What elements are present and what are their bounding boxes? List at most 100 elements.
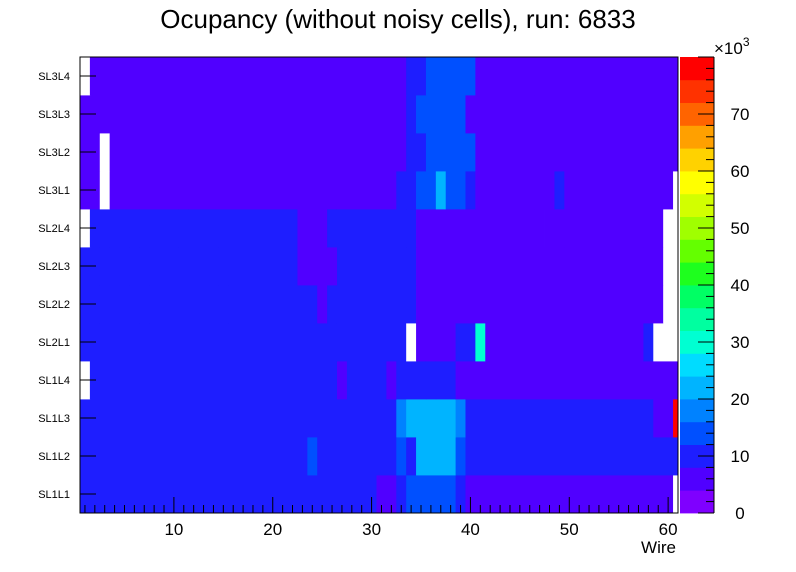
heatmap-cell — [109, 57, 407, 96]
heatmap-cell — [109, 209, 140, 248]
heatmap-cell — [327, 209, 338, 248]
heatmap-cell — [228, 285, 318, 324]
heatmap-cell — [653, 399, 674, 438]
colorbar-swatch — [680, 148, 714, 172]
heatmap-cell — [455, 323, 476, 362]
heatmap-cell — [89, 57, 111, 96]
heatmap-cell — [465, 437, 679, 476]
heatmap-cell — [465, 171, 476, 210]
heatmap-cell — [663, 171, 674, 210]
y-tick-label: SL2L3 — [38, 261, 70, 273]
heatmap-cell — [336, 323, 407, 362]
colorbar-swatch — [680, 57, 714, 81]
heatmap-cell — [99, 95, 407, 134]
heatmap-cell — [406, 247, 417, 286]
heatmap-cell — [554, 171, 565, 210]
heatmap-cell — [139, 323, 150, 362]
heatmap-cell — [445, 171, 466, 210]
y-tick-label: SL1L2 — [38, 451, 70, 463]
heatmap-cell — [188, 209, 298, 248]
colorbar-swatch — [680, 467, 714, 491]
heatmap-cell — [416, 209, 526, 248]
heatmap-cell — [336, 247, 407, 286]
heatmap-cell — [317, 285, 328, 324]
y-tick-label: SL1L1 — [38, 489, 70, 501]
colorbar-swatch — [680, 330, 714, 354]
heatmap-cell — [307, 437, 318, 476]
x-tick-label: 50 — [560, 520, 579, 539]
colorbar-swatch — [680, 193, 714, 217]
heatmap-cell — [416, 133, 427, 172]
heatmap-cell — [455, 475, 466, 514]
colorbar-tick-label: 40 — [731, 276, 750, 295]
heatmap-cell — [406, 95, 417, 134]
y-tick-label: SL3L3 — [38, 109, 70, 121]
colorbar-swatch — [680, 216, 714, 240]
heatmap-cell — [623, 361, 634, 400]
heatmap-cell — [99, 171, 111, 210]
heatmap-cell — [406, 437, 417, 476]
x-tick-label: 40 — [461, 520, 480, 539]
heatmap-cell — [129, 247, 140, 286]
heatmap-cell — [544, 209, 565, 248]
colorbar-tick-label: 0 — [735, 504, 744, 523]
colorbar-swatch — [680, 399, 714, 423]
heatmap-cell — [99, 247, 130, 286]
heatmap-cell — [524, 209, 536, 248]
heatmap-cell — [80, 475, 377, 514]
heatmap-cell — [416, 95, 466, 134]
y-tick-label: SL3L4 — [38, 71, 70, 83]
heatmap-cell — [633, 361, 679, 400]
heatmap-cell — [416, 437, 457, 476]
heatmap-cell — [663, 133, 679, 172]
heatmap-cell — [396, 171, 407, 210]
heatmap-cell — [534, 209, 545, 248]
colorbar-swatch — [680, 376, 714, 400]
heatmap-cell — [386, 361, 397, 400]
y-tick-label: SL2L2 — [38, 299, 70, 311]
x-tick-label: 60 — [659, 520, 678, 539]
heatmap-cell — [80, 437, 308, 476]
heatmap-cell — [149, 285, 229, 324]
colorbar-swatch — [680, 285, 714, 309]
heatmap-cell — [643, 209, 664, 248]
heatmap-cell — [475, 133, 664, 172]
y-tick-label: SL2L1 — [38, 337, 70, 349]
heatmap-cell — [663, 247, 679, 286]
y-tick-label: SL3L1 — [38, 185, 70, 197]
colorbar-tick-label: 70 — [731, 105, 750, 124]
heatmap-cell — [317, 437, 397, 476]
heatmap-cell — [425, 57, 476, 96]
colorbar-tick-label: 50 — [731, 219, 750, 238]
heatmap-cell — [406, 171, 417, 210]
colorbar-swatch — [680, 421, 714, 445]
heatmap-cell — [327, 285, 338, 324]
colorbar-tick-label: 20 — [731, 390, 750, 409]
heatmap-cell — [178, 209, 190, 248]
plot-frame — [79, 56, 679, 514]
heatmap-cell — [663, 57, 679, 96]
y-tick-label: SL1L4 — [38, 375, 70, 387]
x-tick-label: 10 — [164, 520, 183, 539]
colorbar-swatch — [680, 262, 714, 286]
y-tick-label: SL2L4 — [38, 223, 70, 235]
heatmap-cell — [406, 209, 417, 248]
heatmap-cell — [643, 323, 654, 362]
colorbar-multiplier-exponent: 3 — [743, 35, 750, 49]
heatmap-cell — [139, 209, 180, 248]
heatmap-cell — [89, 209, 111, 248]
heatmap-cell — [534, 95, 664, 134]
heatmap-cells — [80, 57, 679, 514]
heatmap-cell — [297, 247, 338, 286]
heatmap-cell — [663, 285, 679, 324]
colorbar-tick-label: 30 — [731, 333, 750, 352]
x-tick-label: 30 — [362, 520, 381, 539]
heatmap-cell — [406, 133, 417, 172]
heatmap-cell — [653, 323, 679, 362]
heatmap-cell — [336, 285, 417, 324]
heatmap-cell — [475, 171, 555, 210]
chart-title: Ocupancy (without noisy cells), run: 683… — [160, 4, 635, 34]
heatmap-cell — [396, 475, 407, 514]
heatmap-cell — [673, 171, 679, 210]
heatmap-cell — [416, 171, 437, 210]
